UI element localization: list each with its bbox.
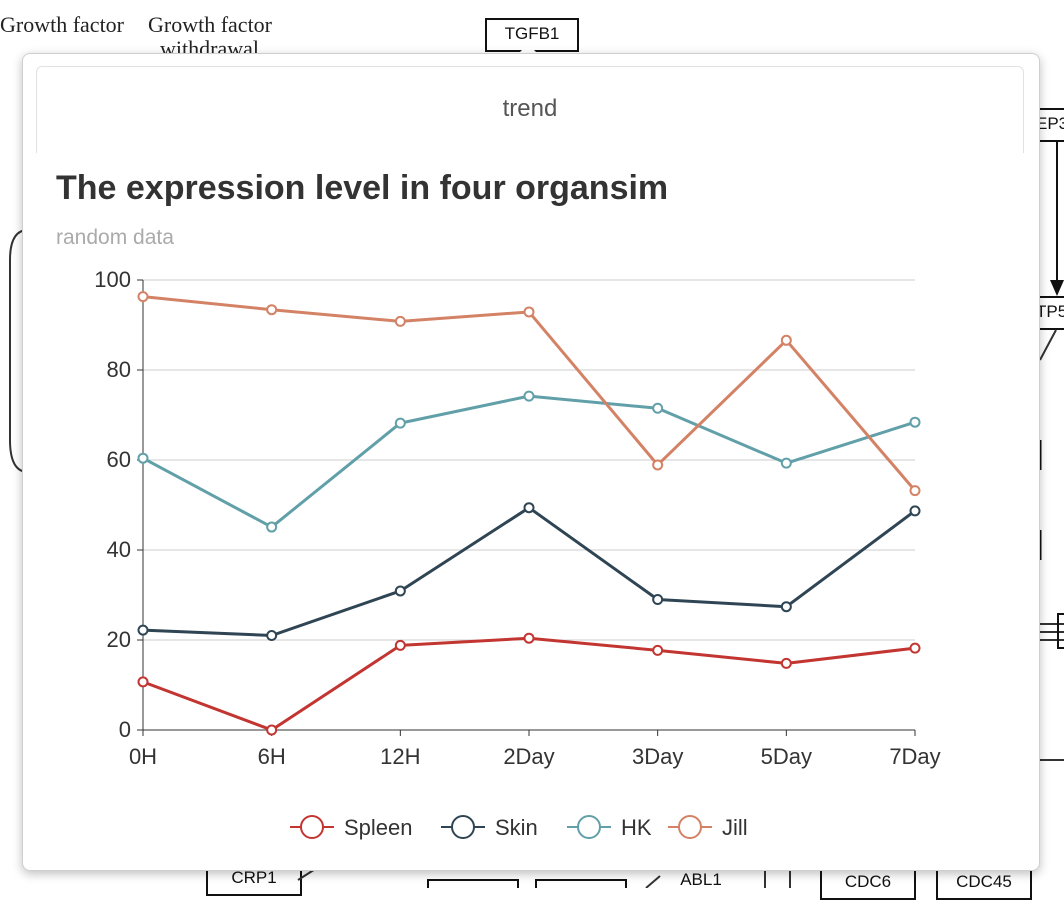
- series-jill: [137, 291, 921, 497]
- series-lines: [137, 291, 921, 736]
- legend-item-jill[interactable]: Jill: [668, 815, 748, 840]
- series-line: [142, 636, 916, 732]
- bg-label-growth-factor-2: Growth factor: [148, 12, 273, 37]
- x-tick-label: 6H: [258, 744, 286, 769]
- legend-label: Skin: [495, 815, 538, 840]
- y-tick-label: 0: [119, 717, 131, 742]
- trend-popover: trend The expression level in four organ…: [22, 53, 1040, 871]
- tab-panel: trend: [36, 66, 1024, 153]
- legend-label: HK: [621, 815, 652, 840]
- axes: 0 20 40 60 80 100 0H 6H 12H 2Day 3Day 5Day 7Day: [94, 267, 940, 769]
- data-point[interactable]: [266, 304, 278, 316]
- data-point[interactable]: [780, 657, 792, 669]
- bg-label-growth-factor-1: Growth factor: [0, 12, 125, 37]
- data-point[interactable]: [909, 416, 921, 428]
- data-point[interactable]: [266, 724, 278, 736]
- x-tick-label: 2Day: [503, 744, 554, 769]
- data-point[interactable]: [523, 390, 535, 402]
- data-point[interactable]: [652, 644, 664, 656]
- series-hk: [137, 390, 921, 533]
- data-point[interactable]: [137, 291, 149, 303]
- data-point[interactable]: [523, 306, 535, 318]
- legend-label: Spleen: [344, 815, 413, 840]
- data-point[interactable]: [909, 505, 921, 517]
- series-spleen: [137, 632, 921, 736]
- data-point[interactable]: [394, 585, 406, 597]
- data-point[interactable]: [523, 632, 535, 644]
- legend-label: Jill: [722, 815, 748, 840]
- data-point[interactable]: [780, 334, 792, 346]
- legend-item-spleen[interactable]: Spleen: [290, 815, 413, 840]
- data-point[interactable]: [652, 594, 664, 605]
- y-tick-label: 40: [107, 537, 131, 562]
- x-tick-label: 5Day: [761, 744, 812, 769]
- data-point[interactable]: [523, 502, 535, 514]
- y-tick-label: 100: [94, 267, 131, 292]
- x-tick-label: 3Day: [632, 744, 683, 769]
- data-point[interactable]: [780, 457, 792, 469]
- data-point[interactable]: [909, 485, 921, 497]
- legend-marker: [451, 815, 475, 839]
- data-point[interactable]: [394, 639, 406, 651]
- data-point[interactable]: [780, 601, 792, 613]
- data-point[interactable]: [652, 402, 664, 414]
- bg-node-abl1[interactable]: ABL1: [680, 870, 722, 889]
- data-point[interactable]: [266, 521, 278, 533]
- x-tick-label: 0H: [129, 744, 157, 769]
- data-point[interactable]: [394, 315, 406, 327]
- data-point[interactable]: [137, 452, 149, 464]
- y-tick-label: 80: [107, 357, 131, 382]
- series-line: [142, 506, 916, 637]
- data-point[interactable]: [909, 642, 921, 654]
- data-point[interactable]: [266, 630, 278, 641]
- legend-item-hk[interactable]: HK: [567, 815, 652, 840]
- popover-arrow: [518, 44, 538, 54]
- data-point[interactable]: [137, 624, 149, 636]
- data-point[interactable]: [394, 417, 406, 429]
- legend-marker: [577, 815, 601, 839]
- line-chart: The expression level in four organsim ra…: [56, 169, 941, 840]
- legend-marker: [678, 815, 702, 839]
- data-point[interactable]: [652, 459, 664, 471]
- data-point[interactable]: [137, 676, 149, 688]
- y-tick-label: 20: [107, 627, 131, 652]
- legend[interactable]: Spleen Skin HK Jill: [290, 815, 748, 840]
- legend-marker: [300, 815, 324, 839]
- chart-subtitle: random data: [56, 226, 174, 249]
- tab-trend[interactable]: trend: [502, 95, 558, 122]
- series-skin: [137, 502, 921, 641]
- x-tick-label: 7Day: [889, 744, 940, 769]
- x-tick-label: 12H: [380, 744, 420, 769]
- legend-item-skin[interactable]: Skin: [441, 815, 538, 840]
- chart-title: The expression level in four organsim: [56, 169, 668, 207]
- y-tick-label: 60: [107, 447, 131, 472]
